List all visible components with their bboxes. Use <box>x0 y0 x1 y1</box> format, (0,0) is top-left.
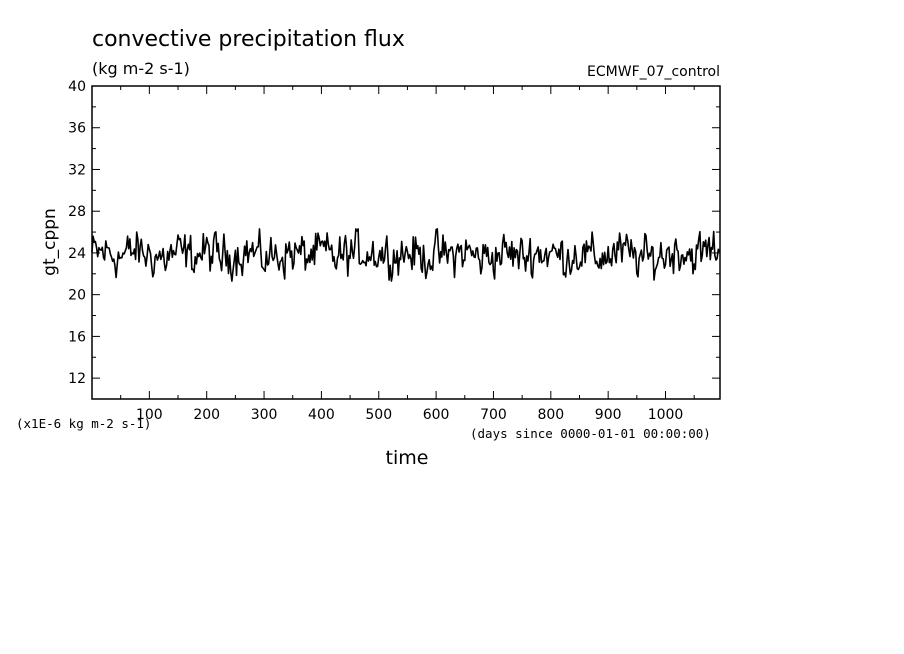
y-axis-label: gt_cppn <box>40 208 60 276</box>
y-scale-note: (x1E-6 kg m-2 s-1) <box>16 416 151 431</box>
chart-units: (kg m-2 s-1) <box>92 59 190 78</box>
y-axis-ticks: 12 16 20 24 28 32 36 40 <box>68 79 720 387</box>
x-tick-label: 200 <box>193 407 220 423</box>
dataset-label: ECMWF_07_control <box>587 64 720 80</box>
x-axis-label: time <box>386 447 429 469</box>
series-line-group <box>91 228 721 282</box>
x-tick-label: 800 <box>537 407 564 423</box>
y-tick-label: 36 <box>68 121 86 137</box>
x-tick-label: 900 <box>595 407 622 423</box>
y-tick-label: 12 <box>68 371 86 387</box>
y-tick-label: 32 <box>68 162 86 178</box>
y-tick-label: 24 <box>68 246 86 262</box>
y-tick-label: 40 <box>68 79 86 95</box>
y-tick-label: 16 <box>68 329 86 345</box>
chart-title: convective precipitation flux <box>92 27 405 52</box>
y-tick-label: 28 <box>68 204 86 220</box>
x-tick-label: 300 <box>251 407 278 423</box>
x-tick-label: 500 <box>365 407 392 423</box>
x-tick-label: 700 <box>480 407 507 423</box>
x-tick-label: 600 <box>423 407 450 423</box>
x-axis-ticks: 100 200 300 400 500 600 700 800 900 1000 <box>120 86 695 423</box>
x-tick-label: 100 <box>136 407 163 423</box>
x-units-label: (days since 0000-01-01 00:00:00) <box>470 426 711 441</box>
series-line <box>91 228 721 282</box>
x-tick-label: 1000 <box>648 407 684 423</box>
x-tick-label: 400 <box>308 407 335 423</box>
y-tick-label: 20 <box>68 288 86 304</box>
